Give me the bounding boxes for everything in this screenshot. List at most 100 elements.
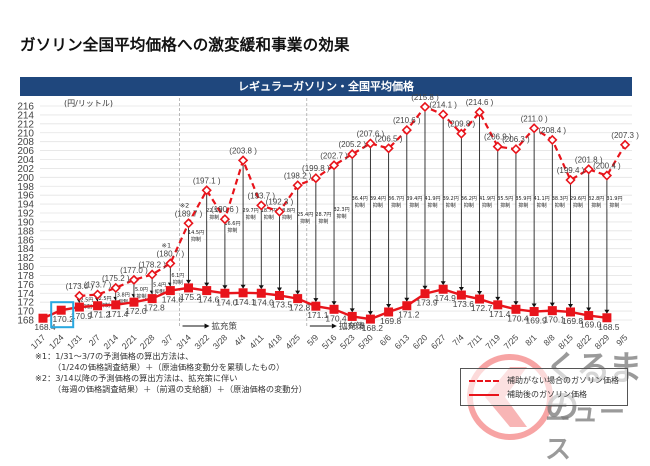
suppression-word: 抑制 [391,202,401,209]
no-subsidy-value-label: (200.4 ) [593,162,621,171]
suppression-amount: 2.5円 [99,296,112,302]
no-subsidy-marker [92,289,103,300]
after-subsidy-value-label: 170.4 [325,313,347,323]
no-subsidy-marker [565,174,576,186]
arrowhead-icon [440,281,446,286]
suppression-label-bg [225,220,240,234]
arrowhead-icon [367,311,373,316]
x-tick-label: 1/17 [29,332,48,351]
suppression-amount: 18.8円 [279,208,295,214]
after-subsidy-marker [475,294,485,304]
arrowhead-icon [331,301,337,306]
after-subsidy-marker [511,304,521,314]
suppression-amount: 36.7円 [388,196,404,202]
no-subsidy-marker [601,170,613,181]
after-subsidy-marker [56,305,66,315]
suppression-amount: 35.5円 [497,196,513,202]
x-tick-label: 4/4 [232,332,248,348]
suppression-word: 抑制 [464,202,474,209]
after-subsidy-marker [493,300,503,310]
suppression-word: 抑制 [136,293,146,300]
dashed-line-swatch [469,379,499,382]
after-subsidy-marker [602,313,612,323]
after-subsidy-value-label: 174.1 [234,297,256,307]
legend-label: 補助後のガソリン価格 [507,390,587,399]
suppression-amount: 18.7円 [261,208,277,214]
no-subsidy-value-label: (178.2 ) [138,261,166,270]
no-subsidy-marker [74,290,85,302]
suppression-amount: 41.9円 [479,196,495,202]
after-subsidy-value-label: 174.6 [198,295,220,305]
after-subsidy-value-label: 172.7 [471,303,493,313]
after-subsidy-value-label: 172.8 [143,303,165,313]
x-tick-label: 7/25 [502,332,521,351]
arrowhead-icon [549,302,555,307]
suppression-label-bg [480,195,495,209]
after-subsidy-marker [38,313,48,323]
no-subsidy-marker [438,109,449,120]
after-subsidy-value-label: 168.8 [344,320,366,330]
after-subsidy-marker [111,300,121,310]
no-subsidy-marker [401,124,412,136]
no-subsidy-marker [347,149,358,160]
suppression-label-bg [425,195,440,209]
x-tick-label: 2/7 [87,332,103,348]
no-subsidy-value-label: (205.2 ) [338,140,366,149]
after-subsidy-marker [74,302,84,312]
no-subsidy-marker [528,123,540,134]
suppression-label-bg [534,195,549,209]
suppression-word: 抑制 [573,202,583,209]
suppression-label-bg [389,195,404,209]
after-subsidy-marker [547,306,557,316]
after-subsidy-marker [329,304,339,314]
arrowhead-icon [495,296,501,301]
suppression-label-bg [370,195,385,209]
no-subsidy-data-labels: (173.4 )(173.7 )(175.2 )(177.0 )(178.2 )… [66,93,640,291]
y-tick-label: 186 [17,235,34,246]
suppression-word: 抑制 [427,202,437,209]
footnote-2-formula: （毎週の価格調査結果）＋（前週の支給額）＋（原油価格の変動分） [53,384,307,394]
footnote-2: ※2：3/14以降の予測価格の算出方法は、拡充策に伴い [35,373,238,383]
x-tick-label: 5/9 [305,332,321,348]
y-tick-label: 194 [17,200,34,211]
suppression-amount: 25.4円 [297,212,313,218]
x-tick-label: 1/31 [65,332,84,351]
footnote-marker: ※2 [180,201,190,209]
no-subsidy-value-label: (197.1 ) [193,176,221,185]
y-tick-label: 174 [17,289,34,300]
suppression-word: 抑制 [118,298,128,305]
y-tick-label: 204 [17,155,34,166]
y-tick-label: 184 [17,244,34,255]
no-subsidy-marker [110,282,121,294]
no-subsidy-marker [474,107,485,118]
no-subsidy-value-label: (180.7 ) [157,249,185,258]
after-subsidy-marker [438,284,448,294]
x-tick-label: 6/6 [378,332,394,348]
suppression-word: 抑制 [555,202,565,209]
after-subsidy-marker [293,294,303,304]
no-subsidy-marker [547,134,558,146]
after-subsidy-value-label: 168.4 [34,322,56,332]
no-subsidy-value-label: (192.3 ) [266,198,294,207]
no-subsidy-value-label: (177.0 ) [120,266,148,275]
x-tick-label: 9/5 [614,332,630,348]
after-subsidy-value-label: 171.2 [398,310,420,320]
x-tick-label: 7/11 [466,332,485,351]
suppression-word: 抑制 [318,218,328,225]
no-subsidy-value-label: (206.9 ) [484,133,512,142]
after-subsidy-value-label: 171.4 [107,309,129,319]
after-subsidy-marker [202,286,212,296]
y-tick-label: 188 [17,226,34,237]
y-tick-label: 182 [17,253,34,264]
suppression-label-bg [316,211,331,225]
y-tick-label: 206 [17,146,34,157]
no-subsidy-value-label: (215.8 ) [411,93,439,102]
after-subsidy-value-label: 173.9 [416,298,438,308]
y-tick-label: 176 [17,280,34,291]
after-subsidy-value-label: 171.2 [89,310,111,320]
suppression-amount: 31.9円 [606,196,622,202]
y-tick-label: 210 [17,128,34,139]
after-subsidy-value-label: 170.2 [53,314,75,324]
after-subsidy-value-label: 174.0 [216,297,238,307]
x-tick-label: 2/14 [101,332,120,351]
